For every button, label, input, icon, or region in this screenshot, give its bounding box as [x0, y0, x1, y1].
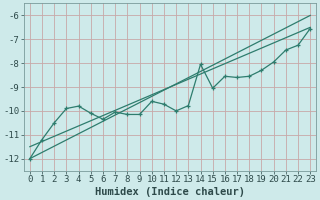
X-axis label: Humidex (Indice chaleur): Humidex (Indice chaleur): [95, 186, 245, 197]
